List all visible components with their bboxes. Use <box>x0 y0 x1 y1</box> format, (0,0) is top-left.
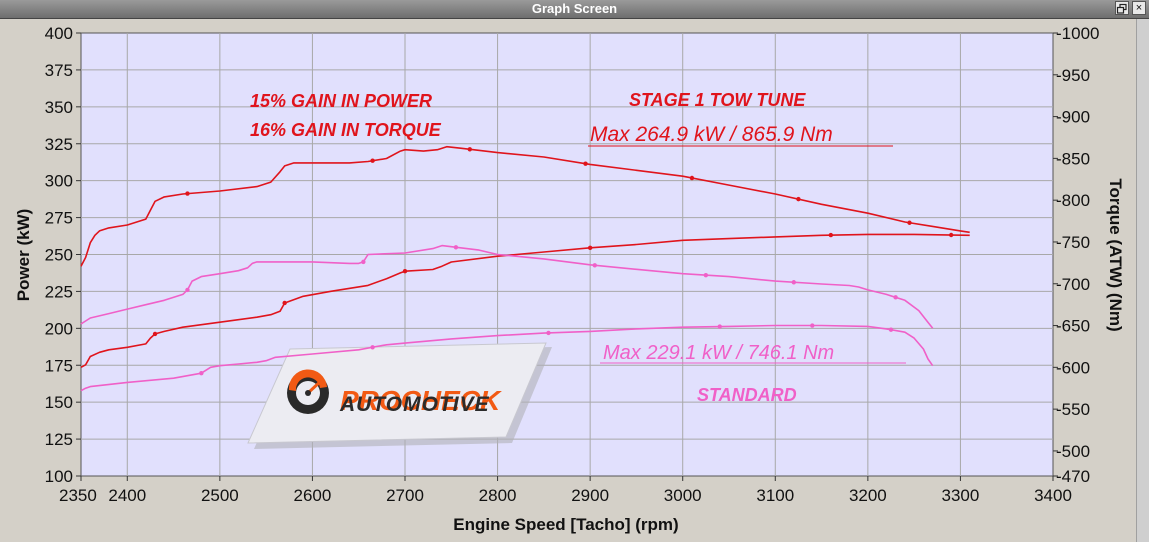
series-marker <box>546 330 551 336</box>
x-tick-label: 2600 <box>294 486 332 505</box>
y-tick-label: 300 <box>45 172 73 191</box>
series-marker <box>583 161 588 166</box>
y-tick-label: 250 <box>45 246 73 265</box>
y2-tick-label: -550 <box>1056 400 1090 419</box>
series-marker <box>907 220 912 225</box>
series-marker <box>282 300 287 306</box>
y2-tick-label: -650 <box>1056 317 1090 336</box>
series-marker <box>587 245 593 251</box>
y-tick-label: 150 <box>45 393 73 412</box>
annotation-gain-power: 15% GAIN IN POWER <box>250 91 432 111</box>
series-marker <box>453 245 459 250</box>
x-tick-label: 3400 <box>1034 486 1072 505</box>
series-marker <box>893 295 898 300</box>
graph-chart: 2350 2400 2500 2600 2700 2800 2900 3000 3100 3200… <box>0 19 1136 542</box>
annotation-standard-max: Max 229.1 kW / 746.1 Nm <box>603 342 834 364</box>
y-tick-label: 350 <box>45 98 73 117</box>
series-layer <box>80 145 970 392</box>
series-marker <box>185 287 190 293</box>
series-marker <box>370 345 375 350</box>
gear-speedometer-icon <box>287 369 329 414</box>
standard-power-line <box>80 244 934 329</box>
window-title: Graph Screen <box>531 1 618 16</box>
y2-tick-label: -900 <box>1056 108 1090 127</box>
series-marker <box>152 331 158 337</box>
y2-tick-label: -800 <box>1056 191 1090 210</box>
y2-tick-label: -600 <box>1056 358 1090 377</box>
y-tick-label: 125 <box>45 430 73 449</box>
logo-panel <box>247 342 547 444</box>
x-tick-label: 3000 <box>664 486 702 505</box>
restore-icon-glyph <box>1116 3 1127 14</box>
x-tick-label: 3100 <box>756 486 794 505</box>
series-marker <box>370 158 375 163</box>
y-tick-label: 400 <box>45 24 73 43</box>
standard-torque-line <box>80 324 934 392</box>
x-tick-label: 2700 <box>386 486 424 505</box>
series-marker <box>402 269 408 274</box>
series-marker <box>888 327 894 332</box>
series-marker <box>791 280 796 285</box>
series-marker <box>185 191 190 196</box>
x-tick-label: 3200 <box>849 486 887 505</box>
y-tick-label: 175 <box>45 356 73 375</box>
series-marker <box>948 232 954 238</box>
annotation-tuned-max: Max 264.9 kW / 865.9 Nm <box>590 123 833 146</box>
tuned-power-line <box>80 145 970 267</box>
y2-tick-label: -950 <box>1056 66 1090 85</box>
series-marker <box>717 324 722 329</box>
y-tick-label: 325 <box>45 135 73 154</box>
series-marker <box>592 263 597 268</box>
y-tick-label: 225 <box>45 282 73 301</box>
logo-text-pro: PROCHECK <box>340 385 502 416</box>
x-tick-label: 2800 <box>479 486 517 505</box>
y2-tick-label: -500 <box>1056 442 1090 461</box>
x-tick-label: 2500 <box>201 486 239 505</box>
series-marker <box>467 147 472 152</box>
close-icon[interactable]: × <box>1132 1 1146 15</box>
annotation-standard-title: STANDARD <box>697 385 797 405</box>
tuned-torque-line <box>80 233 970 369</box>
y2-tick-label: -700 <box>1056 275 1090 294</box>
y-axis-label: Power (kW) <box>14 209 33 302</box>
y2-tick-label: -470 <box>1056 467 1090 486</box>
title-bar: Graph Screen × <box>0 0 1149 19</box>
y2-axis-label: Torque (ATW) (Nm) <box>1106 178 1125 331</box>
y-tick-label: 375 <box>45 61 73 80</box>
axis-ticks: 2350 2400 2500 2600 2700 2800 2900 3000 3100 3200… <box>45 24 1100 505</box>
x-axis-label: Engine Speed [Tacho] (rpm) <box>453 515 678 534</box>
y2-tick-label: -850 <box>1056 149 1090 168</box>
series-marker <box>810 323 815 328</box>
y-tick-label: 200 <box>45 319 73 338</box>
restore-icon[interactable] <box>1115 1 1129 15</box>
annotation-tuned-title: STAGE 1 TOW TUNE <box>629 90 806 110</box>
y-tick-label: 100 <box>45 467 73 486</box>
x-tick-label: 2350 <box>59 486 97 505</box>
x-tick-label: 2900 <box>571 486 609 505</box>
x-tick-label: 2400 <box>108 486 146 505</box>
procheck-logo: PROCHECK AUTOMOTIVE <box>247 342 552 449</box>
series-marker <box>796 196 801 202</box>
y-tick-label: 275 <box>45 209 73 228</box>
series-marker <box>361 259 366 265</box>
y2-tick-label: -1000 <box>1056 24 1099 43</box>
series-marker <box>703 272 709 278</box>
annotation-gain-torque: 16% GAIN IN TORQUE <box>250 120 442 140</box>
series-marker <box>689 175 695 181</box>
series-marker <box>199 370 204 376</box>
y2-tick-label: -750 <box>1056 233 1090 252</box>
logo-text-sub: AUTOMOTIVE <box>339 393 490 416</box>
series-marker <box>828 232 834 238</box>
x-tick-label: 3300 <box>942 486 980 505</box>
right-edge-strip <box>1136 19 1149 542</box>
